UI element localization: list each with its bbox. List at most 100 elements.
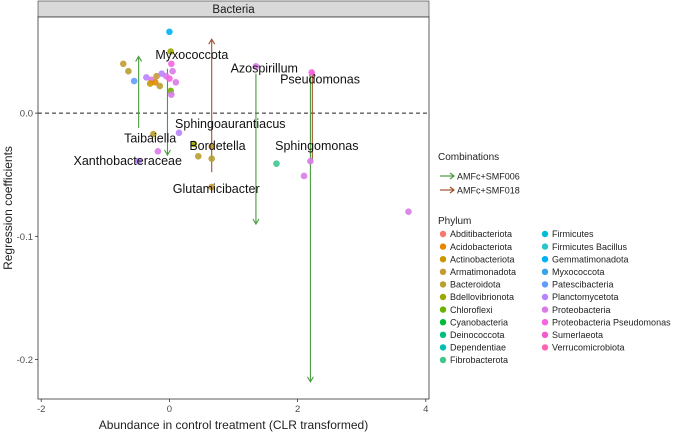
point-label-1: Azospirillum [231, 61, 298, 75]
legend-phylum-swatch-15 [541, 281, 549, 288]
point-label-7: Xanthobacteraceae [74, 154, 182, 168]
y-tick-label-1: -0.1 [17, 232, 33, 243]
legend-phylum-label-10: Fibrobacterota [450, 355, 508, 365]
legend-phylum-swatch-19 [541, 331, 549, 338]
legend-phylum-swatch-17 [541, 306, 549, 313]
legend-phylum-swatch-13 [541, 256, 549, 263]
legend-phylum-label-20: Verrucomicrobiota [552, 343, 625, 353]
x-tick-label-2: 2 [295, 404, 300, 415]
point-label-8: Glutamicibacter [173, 182, 260, 196]
legend-phylum-swatch-1 [439, 243, 447, 250]
legend-phylum-swatch-3 [439, 268, 447, 275]
legend-phylum-swatch-20 [541, 344, 549, 351]
legend-phylum-label-17: Proteobacteria [552, 305, 611, 315]
data-point-4 [130, 77, 138, 85]
legend-phylum-label-3: Armatimonadota [450, 267, 516, 277]
data-point-14 [169, 67, 176, 75]
legend-phylum-label-12: Firmicutes Bacillus [552, 242, 628, 252]
legend-phylum: Abditibacteriota Acidobacteriota Actinobac… [439, 229, 671, 365]
data-point-7 [153, 72, 160, 80]
arrow-head-4 [306, 376, 314, 383]
y-tick-label-0: 0.0 [20, 109, 33, 120]
data-point-1 [167, 48, 174, 55]
data-point-30 [300, 172, 308, 180]
data-point-31 [405, 208, 412, 215]
legend-combinations-title: Combinations [438, 152, 499, 163]
legend-combination-label-0: AMFc+SMF006 [457, 172, 520, 182]
legend-phylum-swatch-12 [541, 243, 549, 250]
legend-phylum-label-13: Gemmatimonadota [552, 254, 629, 264]
data-point-27 [208, 183, 216, 191]
data-point-10 [146, 80, 154, 87]
point-label-5: Bordetella [189, 139, 245, 153]
legend-phylum-title: Phylum [438, 216, 471, 227]
legend-combination-arrowhead-0 [449, 172, 455, 180]
y-axis: 0.0 -0.1 -0.2 [17, 109, 38, 366]
arrow-head-1 [164, 149, 171, 157]
legend-phylum-label-1: Acidobacteriota [450, 242, 512, 252]
legend-phylum-label-15: Patescibacteria [552, 280, 614, 290]
legend-phylum-label-0: Abditibacteriota [450, 229, 512, 239]
plot-panel [37, 16, 430, 400]
legend-phylum-label-18: Proteobacteria Pseudomonas [552, 317, 671, 327]
legend-phylum-label-7: Cyanobacteria [450, 317, 508, 327]
legend-phylum-label-16: Planctomycetota [552, 292, 619, 302]
data-point-15 [166, 75, 173, 82]
arrow-head-2 [208, 38, 216, 45]
data-point-3 [125, 67, 132, 75]
points-layer [119, 28, 412, 215]
legend-phylum-label-6: Chloroflexi [450, 305, 493, 315]
legend-phylum-label-19: Sumerlaeota [552, 330, 603, 340]
data-point-23 [194, 152, 202, 160]
data-point-33 [308, 69, 316, 76]
legend-phylum-swatch-2 [439, 256, 447, 263]
point-label-3: Taibaiella [124, 132, 176, 146]
legend-phylum-swatch-14 [541, 268, 549, 275]
legend-phylum-label-11: Firmicutes [552, 229, 594, 239]
point-label-2: Pseudomonas [280, 73, 360, 87]
data-point-13 [168, 60, 175, 68]
legend-phylum-swatch-4 [439, 281, 447, 288]
data-point-25 [208, 155, 216, 163]
point-label-6: Sphingomonas [275, 139, 358, 153]
legend-phylum-swatch-18 [541, 319, 549, 326]
data-point-21 [154, 148, 162, 155]
data-point-24 [208, 143, 216, 150]
arrows-layer [135, 38, 316, 383]
data-point-29 [307, 157, 314, 165]
x-axis-title: Abundance in control treatment (CLR tran… [99, 418, 368, 432]
legend-combination-arrowhead-1 [449, 186, 455, 194]
legend-phylum-swatch-11 [541, 230, 549, 238]
data-point-0 [166, 28, 173, 36]
data-point-20 [175, 129, 183, 137]
data-point-22 [190, 140, 198, 148]
data-point-18 [168, 91, 175, 98]
x-tick-label-0: -2 [37, 404, 45, 415]
legend-phylum-label-8: Deinococcota [450, 330, 505, 340]
legend-phylum-swatch-8 [439, 331, 447, 338]
legend-phylum-swatch-10 [439, 356, 447, 364]
legend-phylum-swatch-16 [541, 293, 549, 301]
legend-phylum-swatch-5 [439, 293, 447, 301]
legend-phylum-label-14: Myxococcota [552, 267, 605, 277]
point-label-4: Sphingoaurantiacus [175, 117, 286, 131]
data-point-2 [119, 60, 127, 68]
data-point-26 [135, 157, 142, 165]
legend-phylum-swatch-6 [439, 306, 447, 313]
data-point-28 [273, 160, 280, 167]
y-tick-label-2: -0.2 [17, 355, 33, 366]
arrow-head-3 [252, 218, 260, 226]
legend-combinations: AMFc+SMF006 AMFc+SMF018 [440, 172, 520, 196]
y-axis-title: Regression coefficients [1, 146, 15, 270]
x-tick-label-1: 0 [167, 404, 172, 415]
legend-combination-label-1: AMFc+SMF018 [457, 186, 520, 196]
data-point-5 [143, 74, 150, 81]
facet-strip-label: Bacteria [212, 4, 255, 16]
data-point-17 [172, 79, 180, 86]
legend-phylum-label-5: Bdellovibrionota [450, 292, 514, 302]
arrow-head-0 [135, 55, 143, 62]
legend-phylum-label-4: Bacteroidota [450, 280, 501, 290]
